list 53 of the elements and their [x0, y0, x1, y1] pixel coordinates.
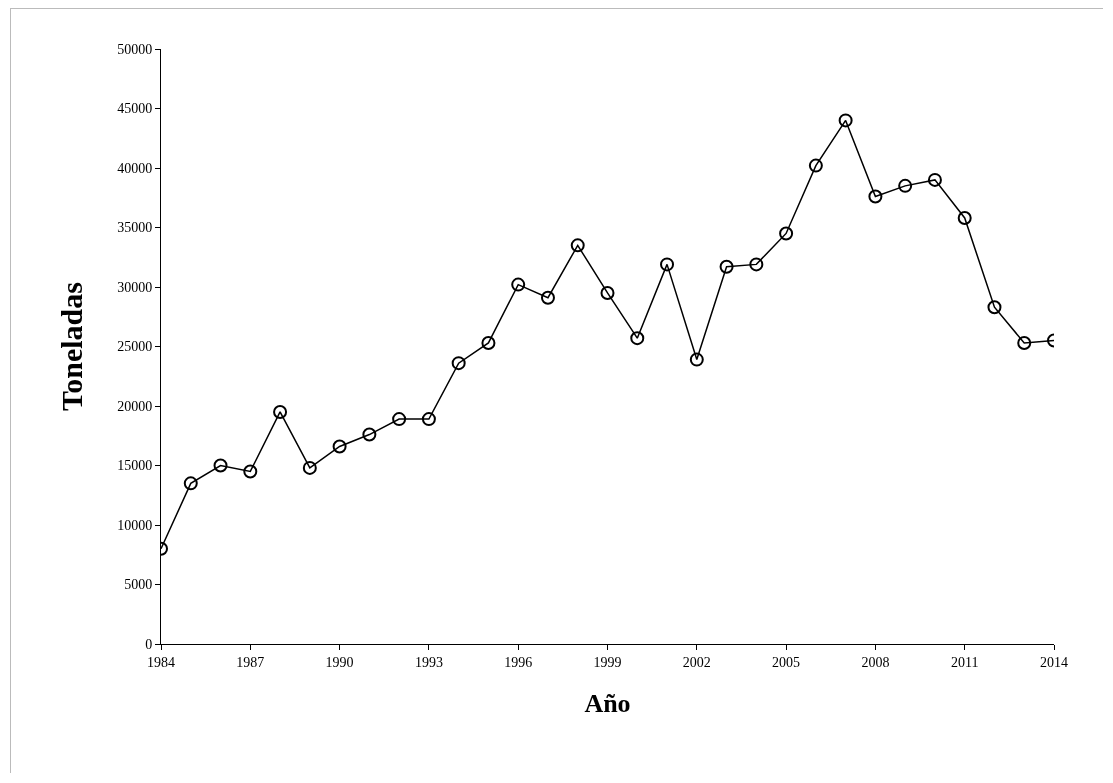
x-axis-title: Año	[584, 689, 631, 719]
point	[987, 300, 1002, 315]
point	[868, 189, 883, 204]
x-tick-label: 1984	[147, 654, 175, 670]
y-tick-label: 50000	[117, 41, 153, 57]
point	[660, 257, 675, 272]
y-tick-label: 40000	[117, 160, 153, 176]
point	[600, 285, 615, 300]
point	[183, 476, 198, 491]
point	[243, 464, 258, 479]
point	[451, 356, 466, 371]
y-tick-label: 45000	[117, 101, 153, 117]
point	[511, 277, 526, 292]
point	[630, 331, 645, 346]
point	[332, 439, 347, 454]
y-tick-label: 10000	[117, 517, 153, 533]
point	[927, 172, 942, 187]
point	[481, 335, 496, 350]
x-tick-label: 1996	[504, 654, 533, 670]
x-tick-label: 2002	[682, 654, 711, 670]
y-tick-label: 5000	[124, 577, 153, 593]
x-tick-label: 1990	[325, 654, 354, 670]
y-tick-label: 20000	[117, 398, 153, 414]
x-tick-label: 1987	[236, 654, 265, 670]
point	[273, 404, 288, 419]
point	[392, 412, 407, 427]
point	[689, 352, 704, 367]
point	[838, 113, 853, 128]
y-tick-label: 25000	[117, 339, 153, 355]
y-tick-label: 35000	[117, 220, 153, 236]
point	[779, 226, 794, 241]
point	[540, 290, 555, 305]
x-tick-label: 2014	[1040, 654, 1068, 670]
point	[749, 257, 764, 272]
x-tick-label: 1999	[593, 654, 622, 670]
point	[898, 178, 913, 193]
point	[957, 210, 972, 225]
y-tick-label: 0	[145, 636, 153, 652]
y-axis-title: Toneladas	[55, 282, 89, 411]
x-tick-label: 2011	[950, 654, 979, 670]
x-tick-label: 2005	[772, 654, 801, 670]
y-tick-label: 15000	[117, 458, 153, 474]
point	[719, 259, 734, 274]
point	[421, 412, 436, 427]
point	[213, 458, 228, 473]
point	[808, 158, 823, 173]
point	[570, 238, 585, 253]
point	[302, 460, 317, 475]
x-tick-label: 2008	[861, 654, 890, 670]
y-tick-label: 30000	[117, 279, 153, 295]
point	[1017, 335, 1032, 350]
x-tick-label: 1993	[414, 654, 443, 670]
point	[362, 427, 377, 442]
